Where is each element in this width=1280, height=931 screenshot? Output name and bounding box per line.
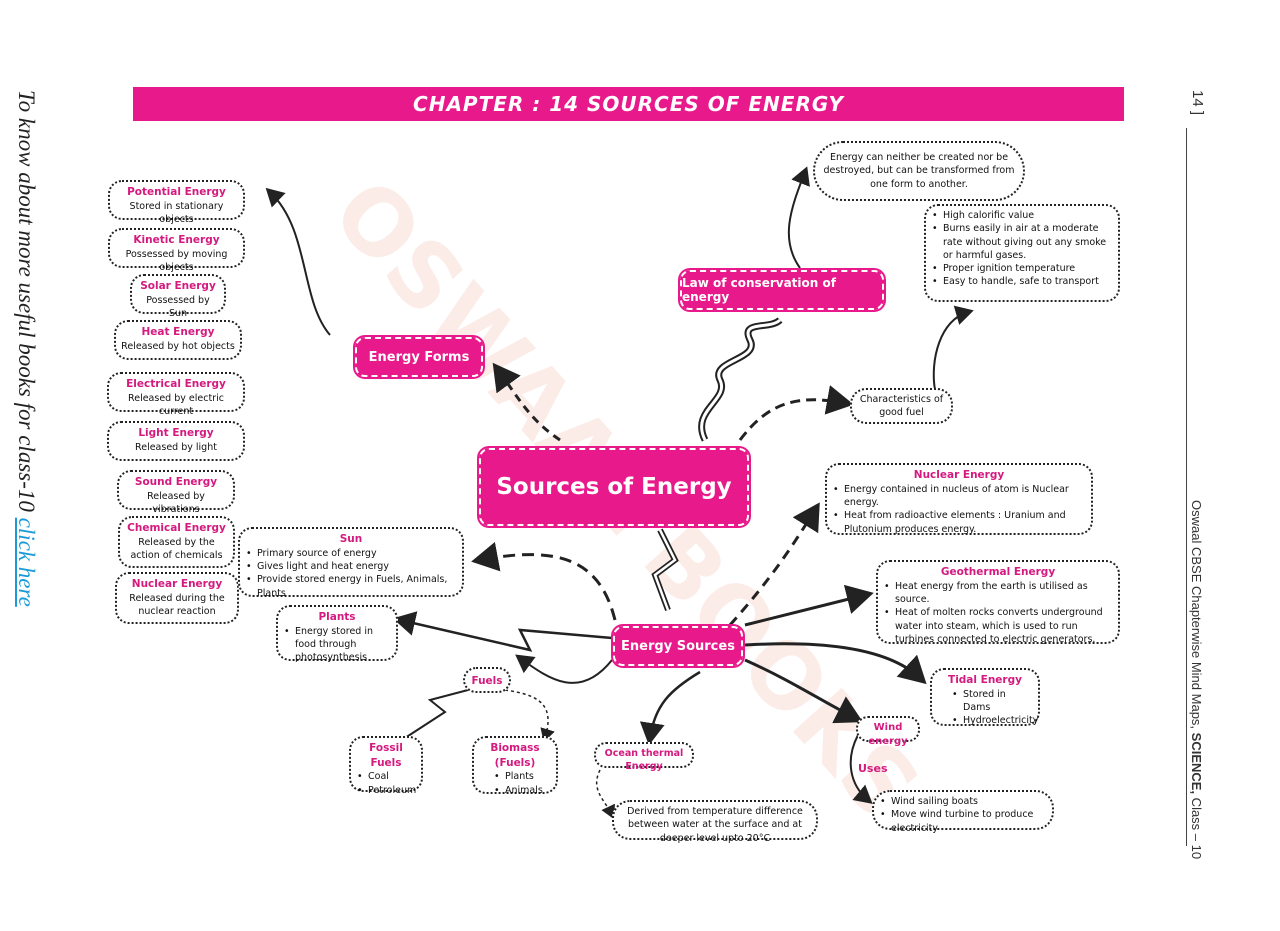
- fuels-node: Fuels: [463, 667, 511, 693]
- sun-point: Provide stored energy in Fuels, Animals,…: [246, 573, 457, 600]
- wind-title: Wind energy: [868, 722, 908, 747]
- tidal-card: Tidal Energy Stored in Dams Hydroelectri…: [930, 668, 1040, 728]
- sun-title: Sun: [339, 533, 363, 545]
- form-title: Solar Energy: [140, 280, 216, 292]
- fuel-point: Proper ignition temperature: [932, 262, 1113, 276]
- uses-label: Uses: [858, 762, 888, 775]
- good-fuel-points: High calorific value Burns easily in air…: [924, 204, 1120, 302]
- nuclear-card: Nuclear Energy Energy contained in nucle…: [825, 463, 1093, 535]
- biomass-point: Animals: [494, 784, 551, 798]
- form-card-nuclear: Nuclear Energy Released during the nucle…: [115, 572, 239, 624]
- central-topic: Sources of Energy: [477, 446, 751, 528]
- form-card-sound: Sound Energy Released by vibrations: [117, 470, 235, 515]
- ocean-desc: Derived from temperature difference betw…: [627, 806, 803, 844]
- form-title: Chemical Energy: [127, 522, 226, 534]
- form-desc: Released during the nuclear reaction: [129, 592, 225, 617]
- form-title: Electrical Energy: [126, 378, 226, 390]
- form-card-solar: Solar Energy Possessed by Sun: [130, 274, 226, 319]
- good-fuel-label: Characteristics of good fuel: [859, 394, 944, 419]
- tidal-title: Tidal Energy: [948, 674, 1022, 686]
- ocean-desc-card: Derived from temperature difference betw…: [612, 800, 818, 844]
- good-fuel-node: Characteristics of good fuel: [850, 388, 953, 424]
- nuclear-title: Nuclear Energy: [913, 469, 1005, 481]
- fuels-label: Fuels: [471, 675, 503, 687]
- energy-forms-node: Energy Forms: [353, 335, 485, 379]
- fuel-point: Burns easily in air at a moderate rate w…: [932, 222, 1113, 262]
- fossil-card: Fossil Fuels Coal Petroleum: [349, 736, 423, 797]
- chapter-banner: CHAPTER : 14 SOURCES OF ENERGY: [133, 87, 1124, 121]
- form-title: Kinetic Energy: [133, 234, 220, 246]
- form-desc: Released by hot objects: [121, 340, 235, 352]
- tidal-point: Stored in Dams: [952, 688, 1033, 715]
- plants-point: Energy stored in food through photosynth…: [284, 625, 391, 665]
- sun-point: Gives light and heat energy: [246, 560, 457, 574]
- energy-sources-node: Energy Sources: [611, 624, 745, 668]
- law-squiggle: [698, 317, 783, 442]
- biomass-point: Plants: [494, 770, 551, 784]
- wind-node: Wind energy: [856, 716, 920, 747]
- biomass-title: Biomass (Fuels): [490, 742, 540, 769]
- center-forms-arrow: [492, 362, 561, 442]
- plants-card: Plants Energy stored in food through pho…: [276, 605, 398, 663]
- right-divider: [1186, 128, 1187, 846]
- form-card-electrical: Electrical Energy Released by electric c…: [107, 372, 245, 417]
- geothermal-point: Heat energy from the earth is utilised a…: [884, 580, 1113, 607]
- form-desc: Possessed by moving objects: [125, 248, 228, 273]
- form-desc: Released by electric current: [128, 392, 224, 417]
- sun-card: Sun Primary source of energy Gives light…: [238, 527, 464, 600]
- fuel-point: High calorific value: [932, 209, 1113, 223]
- ocean-node: Ocean thermal Energy: [594, 742, 694, 772]
- geothermal-point: Heat of molten rocks converts undergroun…: [884, 606, 1113, 646]
- form-title: Sound Energy: [134, 476, 218, 488]
- form-title: Heat Energy: [141, 326, 215, 338]
- wind-use: Wind sailing boats: [880, 795, 1047, 809]
- form-card-chemical: Chemical Energy Released by the action o…: [118, 516, 235, 568]
- form-card-kinetic: Kinetic Energy Possessed by moving objec…: [108, 228, 245, 273]
- fuel-point: Easy to handle, safe to transport: [932, 275, 1113, 289]
- form-desc: Released by vibrations: [147, 490, 205, 515]
- form-title: Light Energy: [138, 427, 214, 439]
- wind-uses-card: Wind sailing boats Move wind turbine to …: [872, 790, 1054, 834]
- form-desc: Released by light: [135, 441, 217, 453]
- ocean-title: Ocean thermal Energy: [604, 748, 684, 773]
- form-title: Potential Energy: [127, 186, 226, 198]
- nuclear-point: Heat from radioactive elements : Uranium…: [833, 509, 1086, 536]
- biomass-card: Biomass (Fuels) Plants Animals: [472, 736, 558, 798]
- fossil-title: Fossil Fuels: [369, 742, 403, 769]
- fossil-point: Petroleum: [357, 784, 416, 798]
- form-card-heat: Heat Energy Released by hot objects: [114, 320, 242, 360]
- law-text: Energy can neither be created nor be des…: [823, 152, 1015, 190]
- wind-use: Move wind turbine to produce electricity: [880, 808, 1047, 835]
- sun-point: Primary source of energy: [246, 547, 457, 561]
- form-desc: Possessed by Sun: [146, 294, 210, 319]
- form-desc: Released by the action of chemicals: [130, 536, 223, 561]
- nuclear-point: Energy contained in nucleus of atom is N…: [833, 483, 1086, 510]
- law-node: Law of conservation of energy: [678, 268, 886, 312]
- form-desc: Stored in stationary objects: [129, 200, 224, 225]
- geothermal-title: Geothermal Energy: [940, 566, 1056, 578]
- form-title: Nuclear Energy: [131, 578, 223, 590]
- form-card-light: Light Energy Released by light: [107, 421, 245, 461]
- tidal-point: Hydroelectricity: [952, 714, 1038, 728]
- law-statement: Energy can neither be created nor be des…: [813, 141, 1025, 201]
- form-card-potential: Potential Energy Stored in stationary ob…: [108, 180, 245, 225]
- plants-title: Plants: [318, 611, 356, 623]
- geothermal-card: Geothermal Energy Heat energy from the e…: [876, 560, 1120, 646]
- forms-arrow: [265, 187, 331, 336]
- fossil-point: Coal: [357, 770, 416, 784]
